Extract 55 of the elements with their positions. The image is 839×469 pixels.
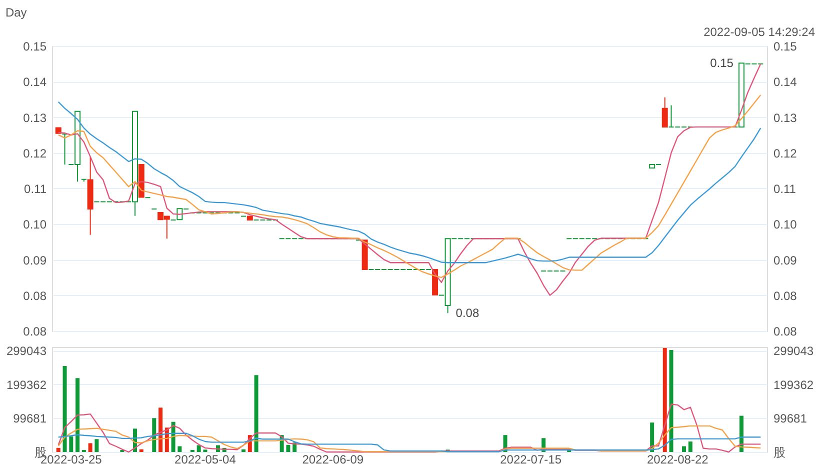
y-tick-label: 0.10 [23,218,47,232]
y-tick-label: 99681 [13,412,47,426]
bar [196,445,201,452]
y2-tick-label: 0.15 [774,40,798,54]
x-tick-label: 2022-06-09 [302,452,364,466]
bar [669,350,674,452]
y-tick-label: 299043 [6,344,47,358]
x-tick-label: 2022-05-04 [174,452,236,466]
bar [62,366,67,452]
bar [688,442,692,452]
candlestick [62,134,68,166]
y-tick-label: 0.08 [23,324,47,338]
y-tick-label: 0.09 [23,253,47,268]
y2-tick-label: 0.13 [774,110,798,125]
bar [254,375,258,452]
bar [242,449,246,452]
x-tick-label: 2022-07-15 [500,452,562,466]
y-tick-label: 0.08 [23,288,47,303]
annotation: 0.15 [710,56,734,70]
y2-tick-label: 0.08 [774,324,798,338]
candlestick [662,96,668,128]
y2-tick-label: 0.10 [774,218,798,232]
bar [152,418,156,452]
x-tick-label: 2022-08-22 [646,452,709,466]
y-tick-label: 0.11 [24,182,47,196]
text: 2022-09-05 14:29:24 [704,25,816,39]
y2-tick-label: 199362 [774,378,814,392]
y-tick-label: 0.15 [23,40,47,54]
y2-tick-label: 0.09 [774,253,798,268]
chart-title: Day [5,6,27,20]
y2-tick-label: 99681 [774,412,808,426]
line-series [58,425,762,452]
bar [88,443,92,452]
y2-tick-label: 0.12 [774,146,798,160]
annotation: 0.08 [456,306,480,320]
y-tick-label: 0.13 [23,110,47,125]
y-tick-label: 0.14 [23,75,47,90]
y2-tick-label: 0.08 [774,288,798,303]
y2-tick-label: 股 [774,446,786,460]
bar [69,436,74,452]
bar [178,446,182,452]
y2-tick-label: 0.14 [774,75,798,90]
bar [94,439,99,452]
bar [662,348,667,452]
line-series [58,432,762,452]
bar [76,378,80,452]
bar [139,449,144,452]
bar [286,444,290,452]
bar [56,448,60,452]
y2-tick-label: 299043 [774,344,814,358]
y2-tick-label: 0.11 [774,182,796,196]
y-tick-label: 0.12 [23,146,47,160]
y-tick-label: 199362 [6,378,47,392]
bar [682,446,686,452]
bar [158,408,163,452]
